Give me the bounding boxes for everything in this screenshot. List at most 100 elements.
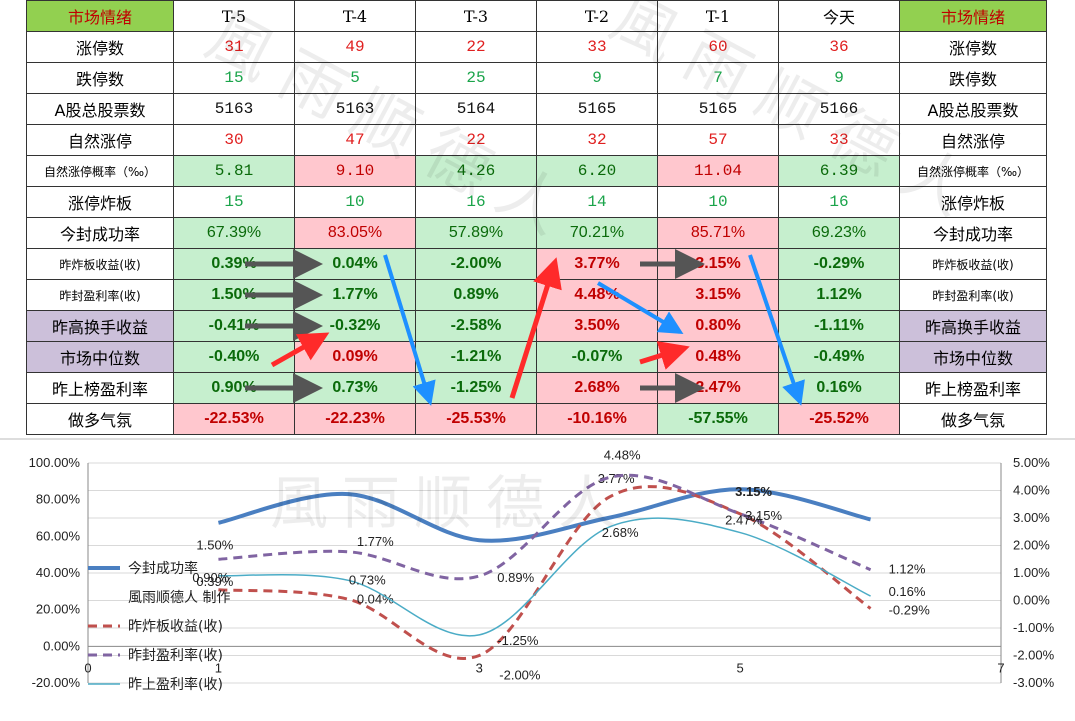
table-cell: 31	[173, 31, 295, 63]
table-cell: 67.39%	[173, 217, 295, 249]
row-label: 昨上榜盈利率	[26, 372, 174, 404]
table-cell: -0.41%	[173, 310, 295, 342]
row-label: 今封成功率	[26, 217, 174, 249]
row-label-right: 涨停数	[899, 31, 1047, 63]
row-label: 昨封盈利率(收)	[26, 279, 174, 311]
table-row: 昨上榜盈利率 0.90% 0.73% -1.25% 2.68% 2.47% 0.16% 昨上榜…	[26, 372, 1047, 404]
row-label: 自然涨停	[26, 124, 174, 156]
row-label: 昨炸板收益(收)	[26, 248, 174, 280]
row-label-right: 跌停数	[899, 62, 1047, 94]
table-cell: 3.15%	[657, 279, 779, 311]
row-label-right: 昨上榜盈利率	[899, 372, 1047, 404]
table-cell: 4.48%	[536, 279, 658, 311]
column-header: T-4	[294, 0, 416, 32]
table-cell: 33	[536, 31, 658, 63]
table-cell: 10	[657, 186, 779, 218]
table-cell: 0.04%	[294, 248, 416, 280]
table-cell: -0.49%	[778, 341, 900, 373]
table-row: 昨封盈利率(收) 1.50% 1.77% 0.89% 4.48% 3.15% 1.12% 昨封…	[26, 279, 1047, 311]
right-tick-label: -2.00%	[1013, 648, 1055, 663]
table-cell: 5166	[778, 93, 900, 125]
table-cell: 22	[415, 31, 537, 63]
table-cell: 57.89%	[415, 217, 537, 249]
table-row: A股总股票数 5163 5163 5164 5165 5165 5166 A股总股票数	[26, 93, 1047, 125]
legend-entry: 昨炸板收益(收)	[128, 619, 223, 635]
x-tick-label: 0	[84, 660, 91, 675]
row-label-right: 做多气氛	[899, 403, 1047, 435]
data-label: 0.73%	[349, 572, 386, 587]
left-tick-label: 60.00%	[36, 528, 81, 543]
table-row: 涨停数 31 49 22 33 60 36 涨停数	[26, 31, 1047, 63]
table-row: 市场中位数 -0.40% 0.09% -1.21% -0.07% 0.48% -0.49% 市…	[26, 341, 1047, 373]
table-cell: 16	[778, 186, 900, 218]
data-label: 3.15%	[735, 484, 772, 499]
row-label-right: 昨封盈利率(收)	[899, 279, 1047, 311]
table-cell: 4.26	[415, 155, 537, 187]
table-row: 昨高换手收益 -0.41% -0.32% -2.58% 3.50% 0.80% -1.11%…	[26, 310, 1047, 342]
table-cell: -0.40%	[173, 341, 295, 373]
row-label: 涨停炸板	[26, 186, 174, 218]
corner-label-right: 市场情绪	[899, 0, 1047, 32]
column-header: T-5	[173, 0, 295, 32]
table-cell: 11.04	[657, 155, 779, 187]
right-tick-label: 4.00%	[1013, 483, 1050, 498]
chart-watermark: 風雨顺德人	[270, 469, 630, 537]
table-cell: 1.12%	[778, 279, 900, 311]
x-tick-label: 5	[737, 660, 744, 675]
table-cell: -22.53%	[173, 403, 295, 435]
data-label: 2.68%	[602, 525, 639, 540]
table-cell: 2.47%	[657, 372, 779, 404]
table-cell: 5165	[657, 93, 779, 125]
table-cell: 9	[536, 62, 658, 94]
table-cell: -0.07%	[536, 341, 658, 373]
table-cell: -1.11%	[778, 310, 900, 342]
table-cell: 3.77%	[536, 248, 658, 280]
right-tick-label: 1.00%	[1013, 565, 1050, 580]
table-cell: 85.71%	[657, 217, 779, 249]
right-tick-label: -1.00%	[1013, 620, 1055, 635]
row-label: 做多气氛	[26, 403, 174, 435]
row-label-right: 今封成功率	[899, 217, 1047, 249]
table-row: 涨停炸板 15 10 16 14 10 16 涨停炸板	[26, 186, 1047, 218]
table-cell: 25	[415, 62, 537, 94]
table-cell: 57	[657, 124, 779, 156]
table-cell: -0.32%	[294, 310, 416, 342]
table-cell: -57.55%	[657, 403, 779, 435]
header-row: 市场情绪 T-5 T-4 T-3 T-2 T-1 今天 市场情绪	[26, 0, 1047, 32]
x-tick-label: 7	[997, 660, 1004, 675]
data-label: 1.77%	[357, 534, 394, 549]
column-header: T-2	[536, 0, 658, 32]
left-tick-label: 80.00%	[36, 492, 81, 507]
table-cell: 32	[536, 124, 658, 156]
table-cell: 5164	[415, 93, 537, 125]
left-tick-label: 20.00%	[36, 602, 81, 617]
row-label-right: 自然涨停	[899, 124, 1047, 156]
left-tick-label: 40.00%	[36, 565, 81, 580]
table-row: 自然涨停概率（‰） 5.81 9.10 4.26 6.20 11.04 6.39 自然涨停概率…	[26, 155, 1047, 187]
table-cell: 2.68%	[536, 372, 658, 404]
row-label: 涨停数	[26, 31, 174, 63]
row-label-right: 昨炸板收益(收)	[899, 248, 1047, 280]
table-cell: 5	[294, 62, 416, 94]
row-label: 市场中位数	[26, 341, 174, 373]
table-cell: -10.16%	[536, 403, 658, 435]
chart-area: 100.00%80.00%60.00%40.00%20.00%0.00%-20.…	[0, 438, 1075, 693]
table-cell: 70.21%	[536, 217, 658, 249]
table-cell: 47	[294, 124, 416, 156]
table-cell: 7	[657, 62, 779, 94]
right-tick-label: 3.00%	[1013, 510, 1050, 525]
market-sentiment-table: 市场情绪 T-5 T-4 T-3 T-2 T-1 今天 市场情绪 涨停数 31 49 22 33 60 36…	[26, 0, 1047, 435]
left-tick-label: 100.00%	[29, 455, 81, 470]
table-cell: 30	[173, 124, 295, 156]
table-row: 昨炸板收益(收) 0.39% 0.04% -2.00% 3.77% 3.15% -0.29%…	[26, 248, 1047, 280]
table-cell: 5163	[173, 93, 295, 125]
table-cell: 0.09%	[294, 341, 416, 373]
data-label: 1.50%	[196, 537, 233, 552]
table-cell: 6.39	[778, 155, 900, 187]
table-cell: 16	[415, 186, 537, 218]
table-cell: 0.16%	[778, 372, 900, 404]
row-label-right: 自然涨停概率（‰）	[899, 155, 1047, 187]
table-cell: 5163	[294, 93, 416, 125]
column-header: 今天	[778, 0, 900, 32]
table-cell: 0.48%	[657, 341, 779, 373]
